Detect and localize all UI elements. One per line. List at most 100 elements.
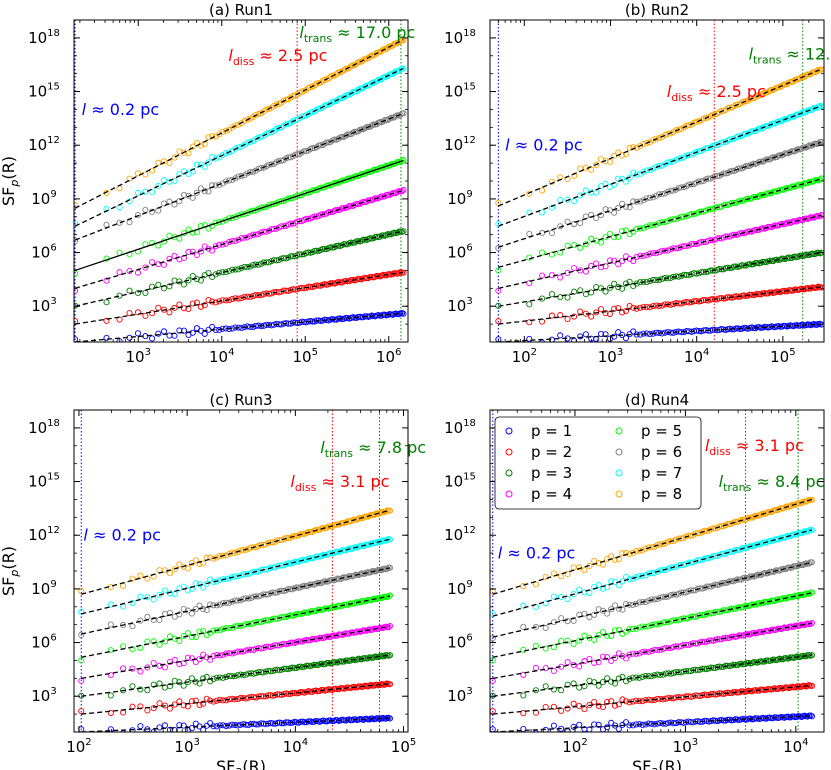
data-point xyxy=(818,138,824,145)
scale-label-1: l ≈ 0.2 pc xyxy=(498,543,576,562)
data-point xyxy=(192,720,199,727)
data-point xyxy=(228,624,236,631)
data-point xyxy=(180,281,188,288)
data-point xyxy=(262,617,269,624)
x-tick-label: 103 xyxy=(598,347,623,366)
series-p3 xyxy=(495,249,824,309)
data-point xyxy=(355,86,362,94)
data-point xyxy=(734,165,742,172)
data-point xyxy=(615,701,622,708)
data-point xyxy=(298,318,305,325)
data-point xyxy=(278,587,285,594)
data-point xyxy=(203,580,210,587)
data-point xyxy=(226,177,233,184)
data-point xyxy=(289,286,297,293)
data-point xyxy=(714,203,721,211)
data-point xyxy=(134,269,142,276)
data-point xyxy=(710,552,717,560)
data-point xyxy=(185,248,192,255)
data-point xyxy=(591,659,598,666)
axes-frame xyxy=(73,19,409,343)
data-point xyxy=(640,168,647,175)
data-point xyxy=(564,294,571,301)
data-point xyxy=(593,260,600,267)
data-point xyxy=(714,635,721,643)
data-point xyxy=(149,335,156,342)
data-point xyxy=(714,172,721,179)
series-p3 xyxy=(490,652,815,699)
data-point xyxy=(611,234,618,241)
data-point xyxy=(650,276,657,284)
data-point xyxy=(532,664,540,672)
data-point xyxy=(633,574,640,581)
data-point xyxy=(176,278,183,285)
data-point xyxy=(604,632,611,639)
series-p5 xyxy=(74,156,407,277)
panel-4: 102 103 104 103 106 109 1012 1015 1018 (d) Run4 SF… xyxy=(444,391,825,770)
data-point xyxy=(137,593,144,600)
data-point xyxy=(604,654,611,661)
data-point xyxy=(397,66,404,73)
data-point xyxy=(258,164,265,172)
fit-line xyxy=(492,529,813,617)
data-point xyxy=(252,111,259,119)
data-point xyxy=(200,560,207,567)
data-point xyxy=(317,79,324,86)
data-point xyxy=(260,204,267,211)
data-point xyxy=(176,301,183,308)
data-point xyxy=(659,190,666,198)
data-point xyxy=(615,175,622,182)
data-point xyxy=(142,171,149,178)
data-point xyxy=(267,564,274,571)
data-point xyxy=(150,596,157,603)
data-point xyxy=(757,158,764,165)
data-point xyxy=(804,497,811,504)
data-point xyxy=(558,637,565,644)
fit-line xyxy=(498,141,822,248)
x-tick-label: 104 xyxy=(783,737,808,756)
data-point xyxy=(235,144,242,151)
data-point xyxy=(232,175,239,182)
data-point xyxy=(708,664,715,671)
data-point xyxy=(732,518,739,525)
series-p2 xyxy=(490,682,815,717)
data-point xyxy=(626,699,633,706)
data-point xyxy=(736,197,744,204)
data-point xyxy=(736,518,743,525)
data-point xyxy=(687,587,694,594)
data-point xyxy=(235,266,242,273)
y-tick-label: 1012 xyxy=(444,135,476,154)
data-point xyxy=(608,698,615,705)
data-point xyxy=(736,165,744,172)
data-point xyxy=(299,556,306,563)
data-point xyxy=(720,170,727,177)
scale-label-2: ldiss ≈ 2.5 pc xyxy=(667,82,766,104)
data-point xyxy=(694,557,701,564)
data-point xyxy=(184,587,191,594)
data-point xyxy=(280,665,288,672)
data-point xyxy=(228,650,236,657)
data-point xyxy=(166,283,173,290)
y-tick-label: 106 xyxy=(31,633,56,652)
data-point xyxy=(212,155,219,162)
data-point xyxy=(220,651,227,658)
data-point xyxy=(293,584,300,591)
data-point xyxy=(161,610,168,617)
data-point xyxy=(539,187,546,194)
plot-area xyxy=(78,410,394,732)
data-point xyxy=(74,270,79,277)
data-point xyxy=(189,168,196,175)
data-point xyxy=(287,612,294,619)
data-point xyxy=(622,719,630,726)
legend-label: p = 4 xyxy=(531,485,572,503)
series-p6 xyxy=(78,564,394,638)
data-point xyxy=(581,632,588,639)
fit-line xyxy=(492,684,813,715)
data-point xyxy=(189,329,196,336)
data-point xyxy=(291,532,298,539)
data-point xyxy=(619,152,626,159)
data-point xyxy=(134,189,142,196)
data-point xyxy=(730,199,738,206)
data-point xyxy=(205,296,212,304)
data-point xyxy=(367,569,375,576)
